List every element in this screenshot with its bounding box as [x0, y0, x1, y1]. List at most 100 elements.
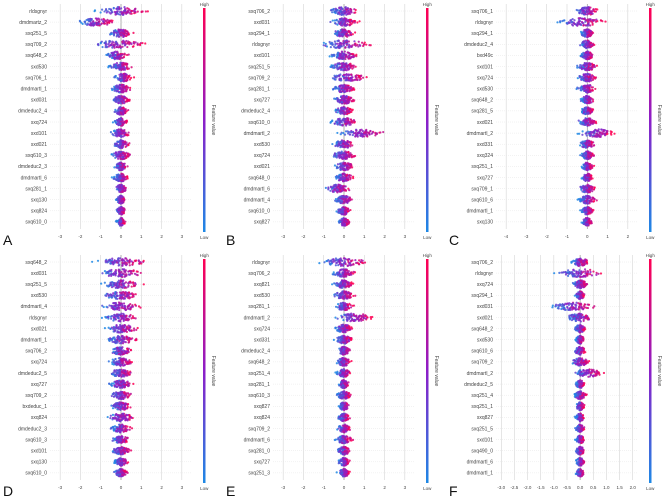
shap-point	[576, 132, 579, 135]
shap-point	[116, 220, 119, 223]
shap-point	[126, 177, 129, 180]
shap-point	[338, 162, 342, 165]
shap-point	[124, 75, 127, 78]
shap-point	[119, 111, 122, 114]
shap-point	[123, 77, 127, 80]
shap-point	[115, 178, 118, 181]
shap-point	[343, 107, 346, 110]
shap-point	[340, 68, 343, 71]
shap-point	[114, 31, 118, 34]
shap-point	[354, 131, 357, 134]
shap-point	[129, 86, 132, 89]
shap-point	[584, 140, 587, 143]
shap-point	[121, 209, 124, 212]
shap-point	[347, 20, 350, 23]
shap-point	[346, 143, 349, 146]
shap-point	[129, 76, 133, 79]
colorbar-high-label: High	[423, 2, 433, 7]
shap-point	[341, 52, 344, 55]
shap-point	[586, 58, 589, 61]
shap-point	[341, 218, 344, 221]
shap-point	[117, 29, 121, 32]
shap-point	[117, 178, 120, 181]
shap-point	[121, 84, 124, 87]
shap-point	[595, 130, 599, 133]
shap-point	[358, 20, 361, 23]
shap-point	[111, 88, 114, 92]
shap-point	[119, 154, 122, 157]
shap-point	[324, 186, 327, 189]
shap-point	[106, 18, 109, 21]
shap-point	[336, 143, 339, 147]
shap-point	[340, 42, 343, 45]
shap-point	[338, 173, 341, 176]
shap-point	[118, 91, 121, 94]
feature-label: dmdmartl_1	[21, 87, 48, 93]
shap-point	[333, 152, 337, 155]
feature-label: sxd021	[254, 164, 270, 170]
shap-point	[110, 56, 114, 60]
feature-label: dmdmartl_6	[21, 175, 48, 181]
shap-point	[578, 20, 581, 23]
shap-point	[113, 51, 116, 54]
shap-point	[581, 53, 584, 57]
shap-point	[126, 76, 130, 79]
shap-point	[119, 150, 122, 153]
shap-point	[341, 56, 344, 59]
shap-point	[122, 197, 126, 200]
shap-point	[144, 42, 147, 45]
feature-label: sxq610_0	[248, 209, 270, 215]
shap-point	[345, 62, 348, 65]
shap-point	[125, 12, 128, 15]
shap-point	[583, 62, 586, 65]
shap-point	[111, 121, 115, 124]
shap-point	[117, 66, 120, 69]
shap-point	[583, 45, 587, 49]
shap-point	[107, 53, 110, 56]
shap-point	[345, 55, 348, 58]
shap-point	[351, 108, 354, 111]
shap-point	[586, 13, 589, 16]
shap-point	[354, 75, 357, 78]
shap-point	[343, 31, 346, 35]
shap-point	[120, 135, 123, 138]
shap-point	[113, 98, 116, 102]
x-tick-label: 0	[586, 234, 589, 239]
shap-point	[113, 87, 117, 90]
shap-point	[123, 6, 126, 9]
shap-point	[120, 7, 123, 10]
shap-point	[588, 97, 592, 100]
shap-point	[102, 17, 105, 21]
shap-point	[580, 123, 583, 126]
shap-point	[345, 174, 348, 177]
shap-point	[369, 44, 372, 47]
shap-point	[120, 198, 123, 201]
shap-point	[346, 51, 349, 54]
shap-point	[337, 210, 340, 213]
shap-point	[332, 45, 336, 48]
shap-point	[343, 50, 346, 53]
shap-point	[581, 78, 584, 81]
shap-point	[576, 64, 579, 67]
shap-point	[353, 40, 356, 43]
shap-point	[345, 69, 348, 72]
feature-label: sxq706_1	[471, 9, 493, 15]
shap-point	[589, 56, 592, 59]
shap-point	[581, 133, 584, 136]
shap-point	[591, 86, 594, 89]
shap-point	[336, 12, 340, 15]
shap-point	[141, 10, 144, 13]
shap-point	[358, 78, 361, 81]
shap-point	[342, 94, 346, 97]
shap-point	[110, 32, 113, 36]
shap-point	[122, 207, 125, 210]
shap-point	[119, 13, 122, 16]
shap-point	[588, 75, 591, 78]
colorbar-high-label: High	[200, 2, 210, 7]
shap-point	[114, 134, 117, 137]
shap-point	[344, 29, 347, 32]
shap-point	[116, 34, 119, 37]
shap-point	[360, 132, 363, 135]
shap-point	[121, 201, 124, 204]
shap-point	[344, 46, 347, 49]
